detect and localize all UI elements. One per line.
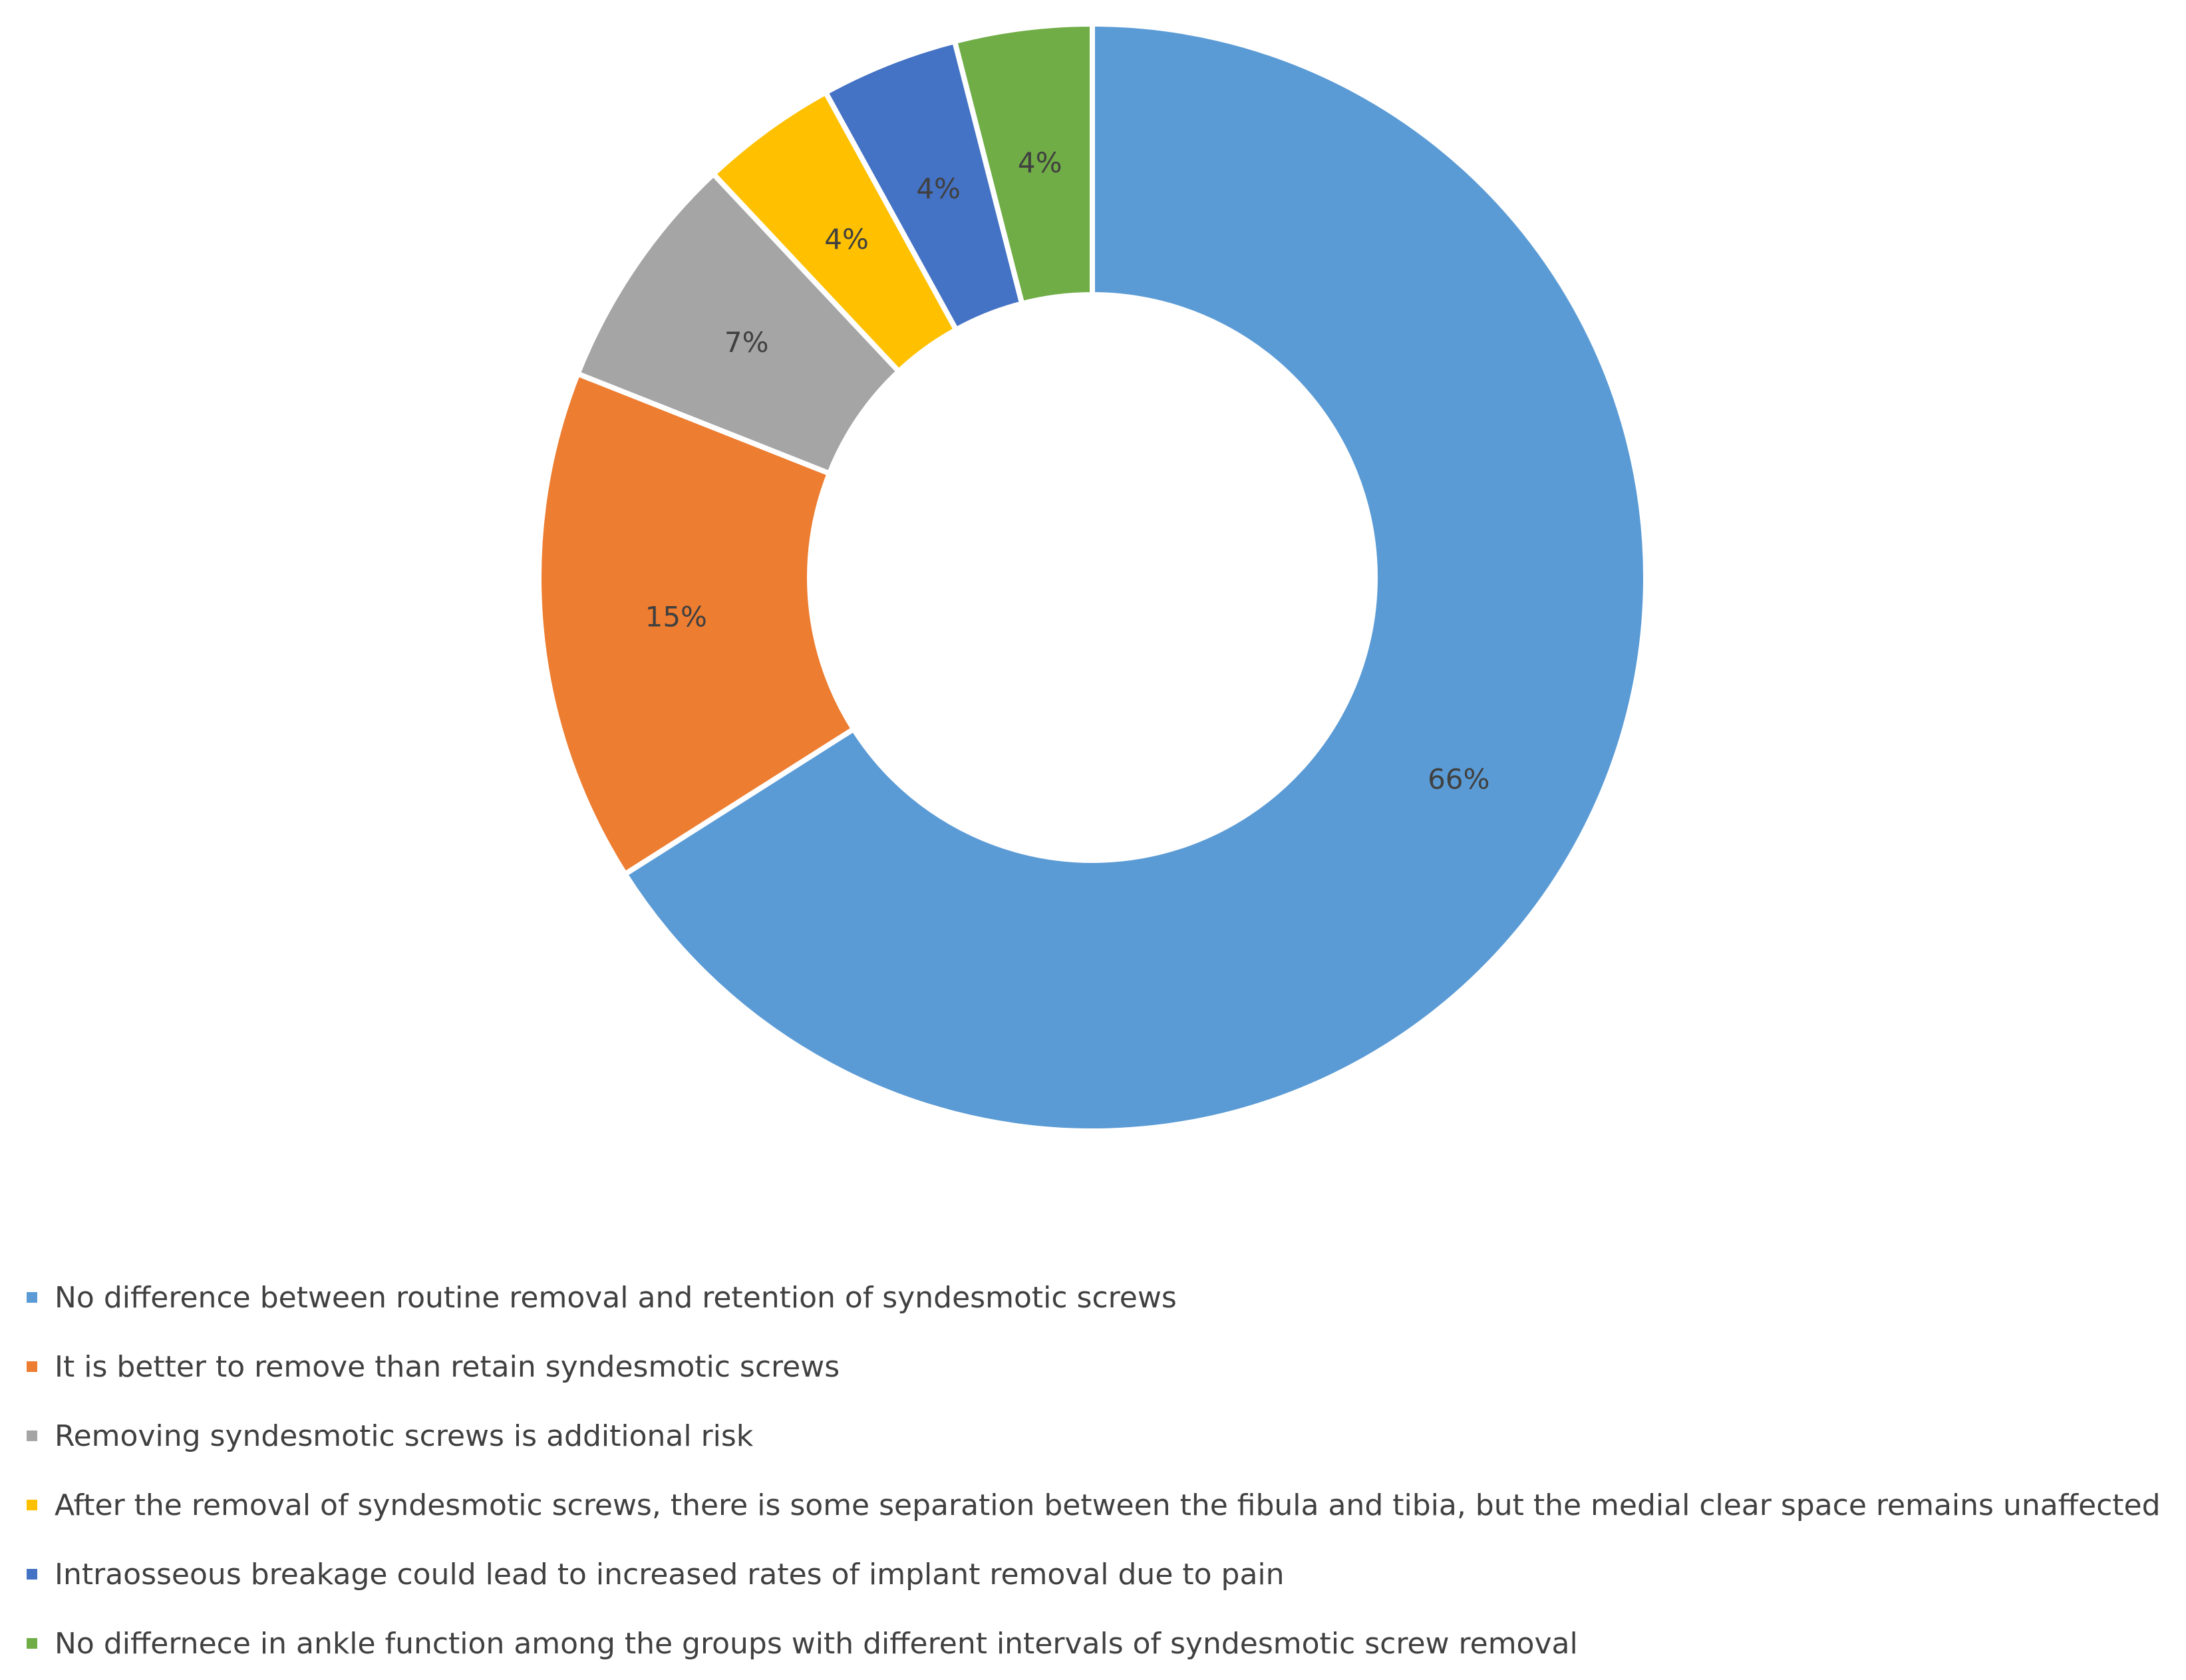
slice-value-label: 4% [824,223,869,255]
legend-item: No difference between routine removal an… [27,1263,2161,1332]
legend-swatch [27,1292,37,1303]
donut-slices [536,21,1648,1134]
donut-chart: 66% 15% 7% 4% 4% 4% [536,21,1648,1134]
donut-slice [536,370,858,878]
legend-swatch [27,1361,37,1372]
legend-item: It is better to remove than retain synde… [27,1332,2161,1401]
legend-label: No difference between routine removal an… [55,1280,1177,1315]
legend-swatch [27,1638,37,1649]
legend-label: Removing syndesmotic screws is additiona… [55,1419,754,1453]
legend-item: Intraosseous breakage could lead to incr… [27,1540,2161,1609]
legend-swatch [27,1430,37,1441]
legend-item: Removing syndesmotic screws is additiona… [27,1401,2161,1470]
legend-swatch [27,1569,37,1580]
legend-item: No differnece in ankle function among th… [27,1609,2161,1678]
legend-swatch [27,1500,37,1510]
slice-value-label: 7% [724,326,769,359]
donut-slice [621,21,1648,1134]
legend-item: After the removal of syndesmotic screws,… [27,1470,2161,1540]
slice-value-label: 4% [1018,146,1062,179]
donut-slice [951,21,1095,307]
donut-value-labels: 66% 15% 7% 4% 4% 4% [645,146,1490,795]
legend-label: After the removal of syndesmotic screws,… [55,1488,2161,1522]
donut-slice [574,170,903,477]
slice-value-label: 4% [916,172,961,205]
slice-value-label: 66% [1428,762,1489,795]
legend-label: Intraosseous breakage could lead to incr… [55,1557,1285,1592]
legend-label: It is better to remove than retain synde… [55,1349,840,1384]
slice-value-label: 15% [645,601,707,633]
chart-legend: No difference between routine removal an… [27,1263,2161,1678]
legend-label: No differnece in ankle function among th… [55,1626,1578,1661]
